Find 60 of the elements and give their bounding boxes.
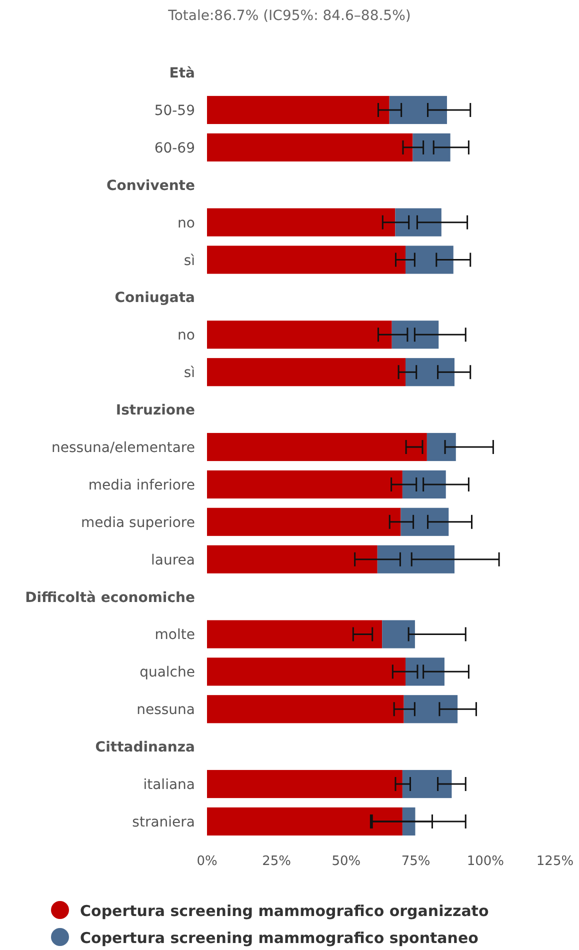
bar — [389, 96, 447, 124]
y-tick-label: sì — [184, 365, 195, 382]
bar — [207, 470, 402, 498]
bar — [207, 96, 390, 124]
bar — [404, 695, 458, 724]
bar — [207, 807, 402, 836]
bar — [402, 470, 446, 498]
bar — [207, 545, 378, 574]
y-tick-label: Età — [169, 66, 195, 82]
y-tick-label: nessuna/elementare — [52, 440, 195, 456]
bar — [207, 508, 401, 536]
x-tick-label: 0% — [196, 854, 218, 869]
y-tick-label: italiana — [143, 777, 195, 794]
y-tick-label: molte — [154, 627, 195, 644]
y-tick-label: sì — [184, 252, 195, 269]
y-tick-label: Difficoltà economiche — [25, 590, 195, 606]
bar — [382, 620, 415, 648]
bar — [412, 133, 450, 162]
y-tick-label: 50-59 — [154, 102, 195, 119]
x-tick-label: 125% — [536, 854, 574, 869]
bar — [207, 246, 406, 274]
y-tick-label: nessuna — [136, 702, 195, 718]
bar — [406, 246, 454, 274]
bar — [402, 807, 416, 836]
y-tick-label: Istruzione — [116, 402, 195, 419]
bar — [400, 508, 449, 536]
bar — [207, 320, 392, 349]
bar — [207, 695, 404, 724]
x-tick-label: 100% — [466, 854, 504, 869]
y-tick-label: qualche — [140, 664, 195, 681]
x-tick-label: 50% — [332, 854, 361, 869]
y-tick-label: Coniugata — [114, 290, 195, 306]
y-tick-label: no — [178, 328, 195, 344]
bar — [207, 620, 382, 648]
bar — [207, 770, 402, 798]
bar — [402, 770, 452, 798]
bar — [207, 432, 427, 462]
y-tick-label: laurea — [151, 552, 195, 568]
bar — [377, 545, 454, 574]
x-tick-label: 25% — [262, 854, 292, 869]
y-tick-label: straniera — [132, 814, 195, 830]
bar — [392, 320, 439, 349]
bar — [426, 432, 456, 462]
chart-title: Totale:86.7% (IC95%: 84.6–88.5%) — [167, 8, 411, 24]
y-tick-label: Cittadinanza — [95, 740, 195, 756]
y-tick-label: media superiore — [81, 514, 195, 531]
bar — [207, 358, 406, 386]
bar — [406, 358, 454, 386]
x-tick-label: 75% — [401, 854, 430, 869]
y-tick-label: no — [178, 215, 195, 232]
y-tick-label: 60-69 — [154, 140, 195, 156]
bar — [406, 658, 444, 686]
y-tick-label: Convivente — [106, 178, 195, 194]
bar — [207, 658, 406, 686]
y-tick-label: media inferiore — [88, 477, 195, 494]
bar — [207, 133, 413, 162]
bar — [207, 208, 396, 236]
legend-label: Copertura screening mammografico organizzato — [80, 902, 489, 920]
bar — [395, 208, 442, 236]
legend-label: Copertura screening mammografico spontaneo — [80, 929, 478, 947]
